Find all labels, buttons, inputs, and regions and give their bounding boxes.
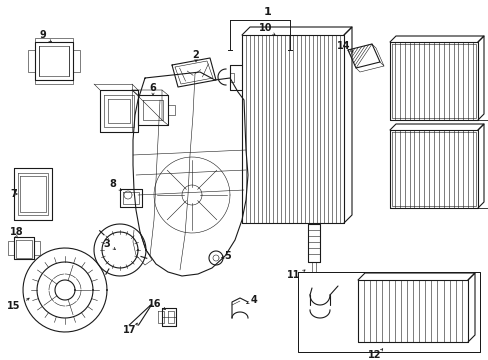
Text: 5: 5 (224, 251, 231, 261)
Text: 11: 11 (286, 270, 300, 280)
Text: 9: 9 (40, 30, 46, 40)
Text: 4: 4 (250, 295, 257, 305)
Text: 18: 18 (10, 227, 23, 237)
Text: 17: 17 (123, 325, 137, 335)
Text: 8: 8 (109, 179, 116, 189)
Text: 3: 3 (103, 239, 110, 249)
Text: 16: 16 (148, 299, 162, 309)
Text: 12: 12 (367, 350, 381, 360)
Text: 2: 2 (192, 50, 199, 60)
Text: 7: 7 (10, 189, 17, 199)
Text: 1: 1 (264, 7, 271, 17)
Text: 10: 10 (259, 23, 272, 33)
Text: 6: 6 (149, 83, 156, 93)
Text: 15: 15 (7, 301, 20, 311)
Text: 14: 14 (337, 41, 350, 51)
